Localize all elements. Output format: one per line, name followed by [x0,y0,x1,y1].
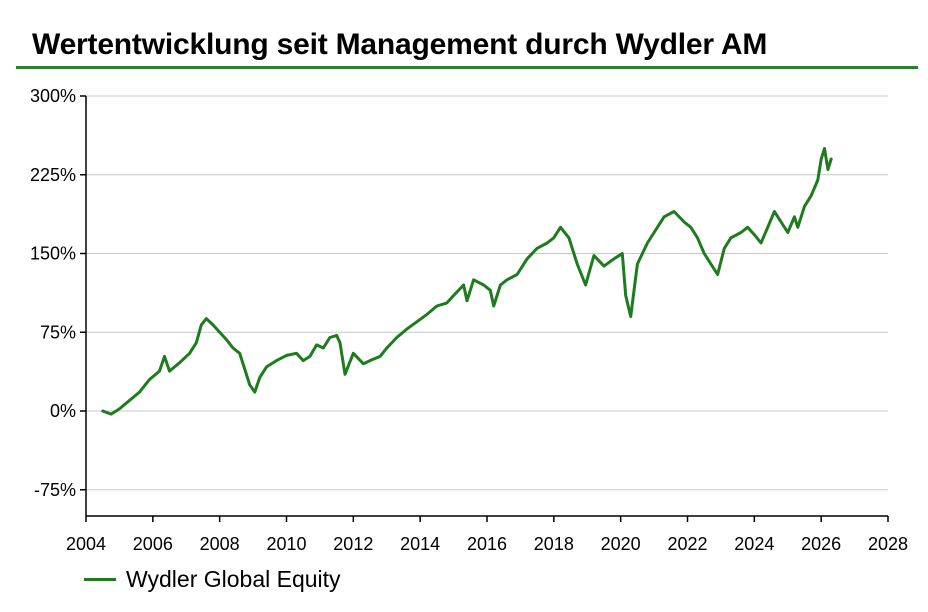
legend: Wydler Global Equity [84,566,341,593]
x-tick-label: 2016 [467,534,507,554]
grid-lines [86,95,888,491]
x-tick-label: 2026 [801,534,841,554]
y-tick-label: 0% [50,401,76,421]
y-tick-label: 150% [30,244,76,264]
x-tick-label: 2004 [66,534,106,554]
x-tick-label: 2024 [734,534,774,554]
x-tick-label: 2006 [133,534,173,554]
series-group [101,147,833,416]
legend-label: Wydler Global Equity [126,566,341,592]
x-tick-label: 2022 [667,534,707,554]
series-line [101,147,833,416]
axes [85,96,888,517]
x-tick-labels: 2004 2006 2008 2010 2012 2014 2016 2018 2020 2022… [66,516,908,554]
x-tick-label: 2010 [266,534,306,554]
legend-swatch [84,578,116,581]
y-tick-label: -75% [34,480,76,500]
x-tick-label: 2014 [400,534,440,554]
x-tick-label: 2028 [868,534,908,554]
title-underline [16,66,918,69]
y-tick-labels: 300% 225% 150% 75% 0% -75% [30,86,86,500]
y-tick-label: 225% [30,165,76,185]
x-tick-label: 2018 [534,534,574,554]
y-tick-label: 300% [30,86,76,106]
y-tick-label: 75% [40,322,76,342]
x-tick-label: 2020 [601,534,641,554]
x-tick-label: 2008 [200,534,240,554]
x-tick-label: 2012 [333,534,373,554]
chart-title: Wertentwicklung seit Management durch Wy… [32,28,768,61]
